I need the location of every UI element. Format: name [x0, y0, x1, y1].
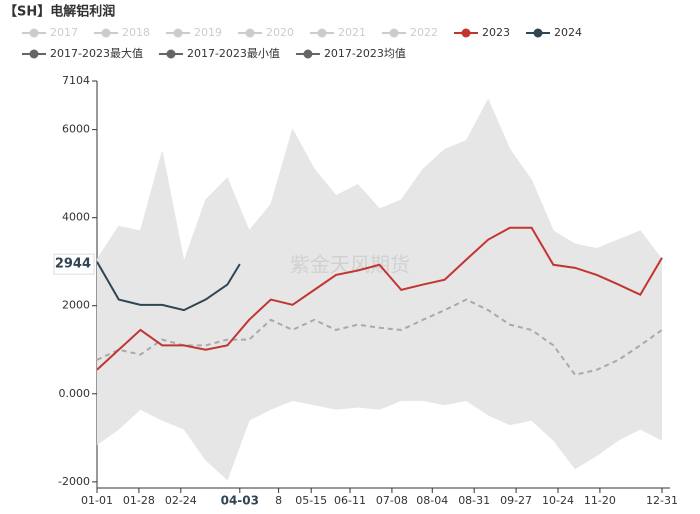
- pointer-label: 2944: [55, 257, 91, 272]
- legend-item[interactable]: 2022: [382, 26, 438, 39]
- x-tick-label: 11-20: [584, 494, 616, 507]
- series-line: [96, 261, 241, 312]
- x-tick-label: 01-28: [123, 494, 155, 507]
- legend-swatch: [173, 28, 183, 38]
- legend-label: 2019: [194, 26, 222, 39]
- legend-swatch: [533, 28, 543, 38]
- legend-label: 2017-2023均值: [324, 47, 406, 60]
- legend-label: 2023: [482, 26, 510, 39]
- y-tick-label: 4000: [62, 211, 90, 224]
- y-tick-label: 7104: [62, 74, 90, 87]
- legend-item[interactable]: 2017-2023最大值: [22, 46, 143, 60]
- pointer-label-box: [53, 253, 95, 275]
- legend-swatch: [461, 28, 471, 38]
- legend-swatch: [29, 49, 39, 59]
- legend-swatch: [29, 28, 39, 38]
- legend-label: 2017-2023最小值: [187, 47, 280, 60]
- x-tick-label: 02-24: [165, 494, 197, 507]
- legend-label: 2022: [410, 26, 438, 39]
- legend-label: 2021: [338, 26, 366, 39]
- legend-item[interactable]: 2017-2023最小值: [158, 47, 280, 60]
- legend-swatch: [101, 28, 111, 38]
- legend-label: 2017: [50, 26, 78, 39]
- series-line: [96, 298, 663, 376]
- x-tick-label: 06-11: [334, 494, 366, 507]
- legend-swatch: [245, 28, 255, 38]
- x-tick-label: 04-03: [221, 494, 259, 508]
- x-tick-label: 07-08: [376, 494, 408, 507]
- legend-label: 2020: [266, 26, 294, 39]
- series-line: [96, 226, 663, 371]
- legend-item[interactable]: 2023: [454, 26, 510, 39]
- x-tick-label: 08-31: [458, 494, 490, 507]
- legend-item[interactable]: 2024: [526, 26, 582, 39]
- y-tick-label: 2000: [62, 299, 90, 312]
- x-tick-label: 12-31: [646, 494, 678, 507]
- series-line: [96, 98, 663, 264]
- legend-item[interactable]: 2017-2023均值: [295, 47, 406, 60]
- legend-item[interactable]: 2017: [22, 26, 78, 39]
- legend-label: 2024: [554, 26, 582, 39]
- x-tick-label: 01-01: [81, 494, 113, 507]
- legend-swatch: [389, 28, 399, 38]
- legend-swatch: [166, 49, 176, 59]
- range-band: [97, 99, 662, 480]
- x-tick-label: 09-27: [500, 494, 532, 507]
- legend-swatch: [303, 49, 313, 59]
- y-tick-label: 6000: [62, 123, 90, 136]
- y-tick-label: 0.000: [59, 387, 91, 400]
- legend-item[interactable]: 2021: [310, 26, 366, 39]
- x-tick-label: 08-04: [416, 494, 448, 507]
- legend-item[interactable]: 2020: [238, 26, 294, 39]
- legend-swatch: [317, 28, 327, 38]
- x-tick-label: 05-15: [295, 494, 327, 507]
- series-line: [96, 399, 663, 481]
- x-tick-label: 8: [275, 494, 282, 507]
- y-tick-label: -2000: [58, 475, 90, 488]
- legend-label: 2017-2023最大值: [50, 46, 143, 60]
- x-tick-label: 10-24: [542, 494, 574, 507]
- legend-label: 2018: [122, 26, 150, 39]
- chart-title: 【SH】电解铝利润: [4, 4, 115, 20]
- legend-item[interactable]: 2018: [94, 26, 150, 39]
- legend-item[interactable]: 2019: [166, 26, 222, 39]
